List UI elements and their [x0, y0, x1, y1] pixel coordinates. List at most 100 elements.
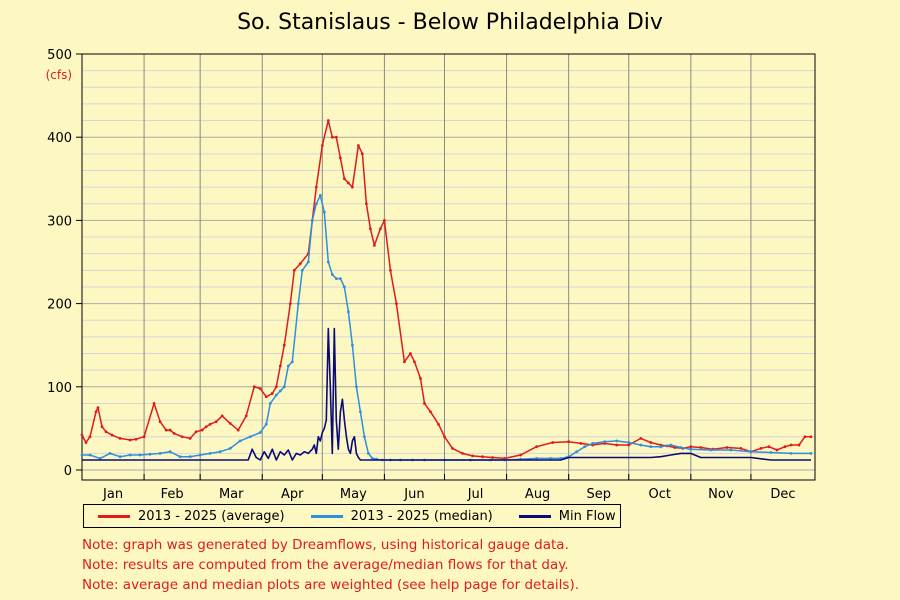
data-point	[370, 456, 374, 460]
data-point	[627, 443, 631, 447]
data-point	[346, 181, 350, 185]
data-point	[481, 455, 484, 459]
data-point	[649, 445, 653, 449]
x-tick-label: Sep	[586, 487, 611, 502]
data-point	[228, 446, 232, 450]
data-point	[350, 343, 354, 347]
data-point	[659, 445, 663, 449]
x-tick-label: Mar	[219, 487, 244, 502]
data-point	[134, 437, 138, 441]
series-line-0	[81, 119, 811, 460]
legend-swatch-average	[98, 514, 130, 518]
data-point	[168, 450, 172, 454]
data-point	[320, 144, 324, 147]
data-point	[769, 451, 773, 454]
data-point	[423, 402, 426, 405]
data-point	[809, 435, 813, 439]
data-point	[172, 431, 176, 435]
data-point	[649, 441, 653, 444]
data-point	[238, 439, 242, 443]
data-point	[274, 393, 278, 397]
data-point	[188, 455, 192, 459]
data-point	[338, 156, 342, 160]
legend-swatch-min-flow	[518, 514, 551, 518]
data-point	[138, 453, 142, 457]
data-point	[274, 385, 278, 389]
data-point	[110, 433, 114, 437]
data-point	[94, 410, 98, 414]
data-point	[429, 410, 432, 414]
data-point	[296, 302, 300, 305]
data-point	[567, 440, 571, 444]
data-point	[194, 430, 198, 434]
data-point	[208, 422, 212, 426]
data-point	[591, 441, 595, 445]
data-point	[80, 453, 84, 457]
data-point	[409, 352, 412, 355]
data-point	[292, 268, 296, 272]
data-point	[236, 428, 240, 432]
data-point	[575, 450, 579, 454]
data-point	[300, 268, 304, 272]
data-point	[258, 387, 262, 390]
data-point	[461, 451, 464, 455]
data-point	[350, 185, 354, 189]
data-point	[288, 302, 292, 305]
legend-item-average: 2013 - 2025 (average)	[98, 509, 285, 524]
data-point	[789, 443, 793, 447]
data-point	[342, 285, 346, 289]
data-point	[729, 448, 733, 452]
legend-label-average: 2013 - 2025 (average)	[138, 508, 285, 524]
data-point	[158, 420, 162, 424]
data-point	[218, 450, 222, 454]
data-point	[96, 406, 100, 409]
data-point	[198, 453, 202, 457]
y-tick-label: 300	[47, 214, 72, 229]
data-point	[158, 451, 162, 455]
y-tick-label: 200	[47, 298, 72, 313]
y-tick-label: 100	[47, 381, 72, 396]
data-point	[330, 135, 334, 139]
data-point	[775, 448, 779, 452]
data-point	[128, 453, 132, 457]
data-point	[809, 451, 813, 455]
data-point	[709, 448, 713, 452]
y-tick-label: 0	[64, 464, 72, 479]
data-point	[326, 119, 330, 122]
data-point	[354, 385, 358, 389]
data-point	[322, 210, 326, 214]
data-point	[689, 447, 693, 451]
y-tick-label: 400	[47, 131, 72, 146]
data-point	[797, 443, 801, 447]
legend-swatch-median	[310, 514, 343, 518]
data-point	[264, 422, 268, 426]
data-point	[118, 455, 122, 459]
data-point	[669, 443, 673, 447]
data-point	[330, 273, 334, 276]
data-point	[389, 268, 392, 272]
data-point	[443, 435, 446, 439]
data-point	[98, 456, 102, 460]
data-point	[725, 446, 729, 449]
data-point	[100, 425, 104, 429]
note-line: Note: results are computed from the aver…	[82, 557, 569, 573]
data-point	[639, 436, 643, 440]
data-point	[437, 422, 440, 426]
data-point	[318, 194, 322, 197]
data-point	[356, 144, 360, 147]
data-point	[362, 435, 366, 439]
note-line: Note: average and median plots are weigh…	[82, 577, 580, 593]
data-point	[358, 410, 362, 414]
data-point	[290, 360, 294, 364]
y-axis-label: (cfs)	[46, 68, 72, 82]
data-point	[214, 420, 218, 424]
legend-label-min-flow: Min Flow	[558, 508, 616, 524]
data-point	[451, 446, 454, 450]
data-point	[220, 414, 224, 418]
x-tick-label: Jul	[467, 487, 484, 502]
data-point	[264, 395, 268, 399]
data-point	[419, 377, 422, 380]
data-point	[689, 445, 693, 449]
data-point	[334, 277, 338, 281]
x-tick-label: Dec	[770, 487, 795, 502]
